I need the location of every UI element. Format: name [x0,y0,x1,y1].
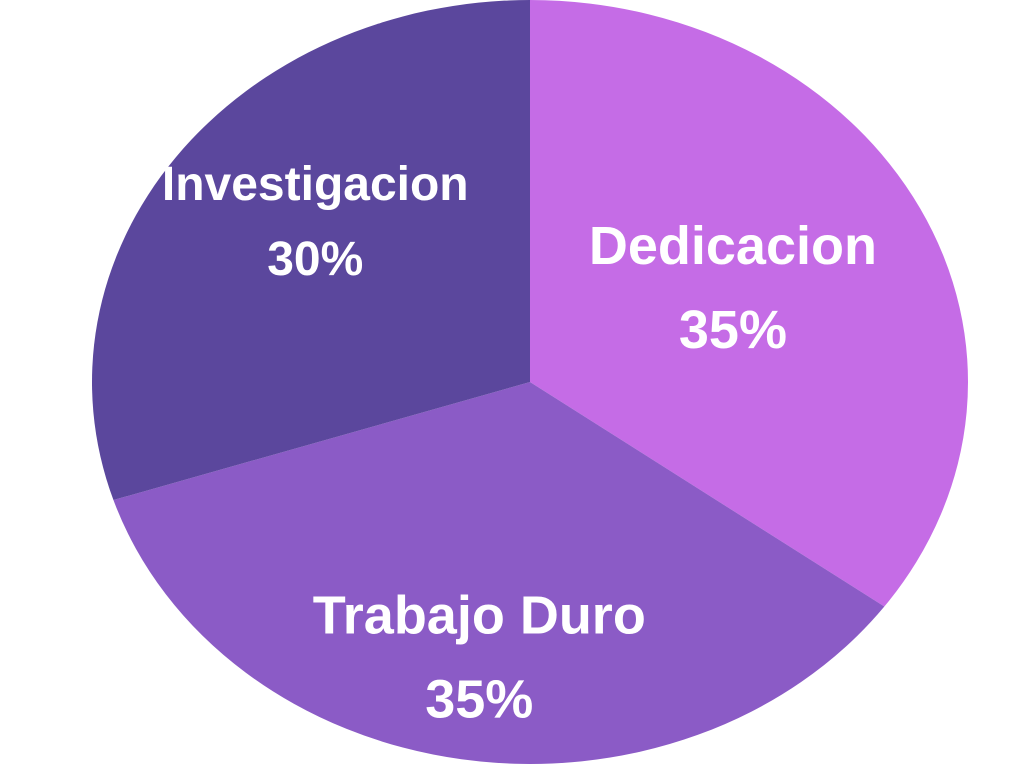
slice-label-name: Trabajo Duro [313,585,646,645]
slice-label-percent: 35% [425,670,533,730]
pie-slices [91,0,968,764]
slice-label-name: Investigacion [162,158,469,211]
pie-slice-trabajo-duro [113,382,885,764]
slice-label-percent: 35% [679,300,787,360]
slice-label-percent: 30% [267,233,363,286]
slice-label-name: Dedicacion [589,216,877,276]
pie-slice-dedicacion [530,0,968,607]
pie-labels: Dedicacion 35% Trabajo Duro 35% Investigacio… [162,158,877,730]
pie-slice-investigacion [91,0,531,501]
